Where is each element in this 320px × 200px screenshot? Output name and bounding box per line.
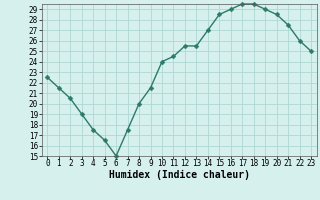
X-axis label: Humidex (Indice chaleur): Humidex (Indice chaleur) — [109, 170, 250, 180]
